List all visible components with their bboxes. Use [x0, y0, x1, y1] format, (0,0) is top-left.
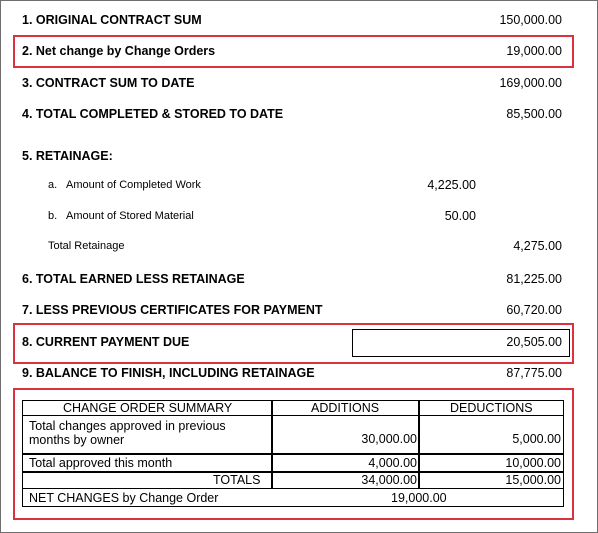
column-header-deductions: DEDUCTIONS	[450, 401, 533, 415]
row-value-net-changes: 19,000.00	[391, 491, 447, 505]
line-label: 6. TOTAL EARNED LESS RETAINAGE	[22, 272, 245, 286]
change-order-summary-table: CHANGE ORDER SUMMARY ADDITIONS DEDUCTION…	[22, 400, 564, 507]
line-label: 8. CURRENT PAYMENT DUE	[22, 335, 190, 349]
line-value: 60,720.00	[506, 303, 562, 317]
table-divider	[23, 488, 563, 489]
line-previous-certificates: 7. LESS PREVIOUS CERTIFICATES FOR PAYMEN…	[0, 301, 598, 321]
row-value-previous-deductions: 5,000.00	[512, 432, 561, 446]
row-value-totals-additions: 34,000.00	[361, 473, 417, 487]
line-total-completed: 4. TOTAL COMPLETED & STORED TO DATE 85,5…	[0, 105, 598, 125]
line-value: 81,225.00	[506, 272, 562, 286]
line-label: 1. ORIGINAL CONTRACT SUM	[22, 13, 202, 27]
row-value-month-additions: 4,000.00	[368, 456, 417, 470]
line-label: Amount of Stored Material	[66, 210, 194, 222]
line-value: 20,505.00	[506, 335, 562, 349]
line-total-retainage: Total Retainage 4,275.00	[0, 237, 598, 257]
current-payment-box	[352, 329, 570, 357]
column-header-summary: CHANGE ORDER SUMMARY	[63, 401, 233, 415]
line-value: 4,225.00	[427, 178, 476, 192]
line-value: 19,000.00	[506, 44, 562, 58]
line-value: 85,500.00	[506, 107, 562, 121]
highlight-change-order-summary	[13, 388, 574, 520]
row-value-totals-deductions: 15,000.00	[505, 473, 561, 487]
line-balance-to-finish: 9. BALANCE TO FINISH, INCLUDING RETAINAG…	[0, 364, 598, 384]
highlight-current-payment	[13, 323, 574, 364]
line-net-change: 2. Net change by Change Orders 19,000.00	[0, 42, 598, 62]
column-header-additions: ADDITIONS	[311, 401, 380, 415]
table-divider	[271, 401, 273, 489]
line-current-payment-due: 8. CURRENT PAYMENT DUE 20,505.00	[0, 333, 598, 353]
table-divider	[23, 471, 563, 473]
line-retainage-stored-material: b. Amount of Stored Material 50.00	[0, 207, 598, 227]
line-original-contract-sum: 1. ORIGINAL CONTRACT SUM 150,000.00	[0, 11, 598, 31]
table-divider	[23, 415, 563, 416]
line-value: 4,275.00	[513, 239, 562, 253]
line-value: 169,000.00	[499, 76, 562, 90]
line-label: Total Retainage	[48, 240, 125, 252]
line-prefix: a.	[48, 179, 58, 191]
table-divider	[418, 401, 420, 489]
row-value-previous-additions: 30,000.00	[361, 432, 417, 446]
line-label: 3. CONTRACT SUM TO DATE	[22, 76, 195, 90]
line-retainage-completed-work: a. Amount of Completed Work 4,225.00	[0, 176, 598, 196]
line-value: 150,000.00	[499, 13, 562, 27]
row-value-month-deductions: 10,000.00	[505, 456, 561, 470]
line-total-earned: 6. TOTAL EARNED LESS RETAINAGE 81,225.00	[0, 270, 598, 290]
line-value: 50.00	[444, 209, 476, 223]
line-label: 5. RETAINAGE:	[22, 149, 113, 163]
highlight-net-change	[13, 35, 574, 68]
line-label: 2. Net change by Change Orders	[22, 44, 216, 58]
row-label-totals: TOTALS	[213, 473, 261, 487]
line-label: Amount of Completed Work	[66, 179, 201, 191]
line-value: 87,775.00	[506, 366, 562, 380]
line-label: 7. LESS PREVIOUS CERTIFICATES FOR PAYMEN…	[22, 303, 323, 317]
line-prefix: b.	[48, 210, 58, 222]
row-label-previous: Total changes approved in previous month…	[29, 419, 226, 447]
line-contract-sum-to-date: 3. CONTRACT SUM TO DATE 169,000.00	[0, 74, 598, 94]
line-label: 9. BALANCE TO FINISH, INCLUDING RETAINAG…	[22, 366, 315, 380]
table-divider	[23, 453, 563, 455]
row-label-this-month: Total approved this month	[29, 456, 173, 470]
line-retainage: 5. RETAINAGE:	[0, 147, 598, 167]
line-label: 4. TOTAL COMPLETED & STORED TO DATE	[22, 107, 284, 121]
row-label-net-changes: NET CHANGES by Change Order	[29, 491, 219, 505]
